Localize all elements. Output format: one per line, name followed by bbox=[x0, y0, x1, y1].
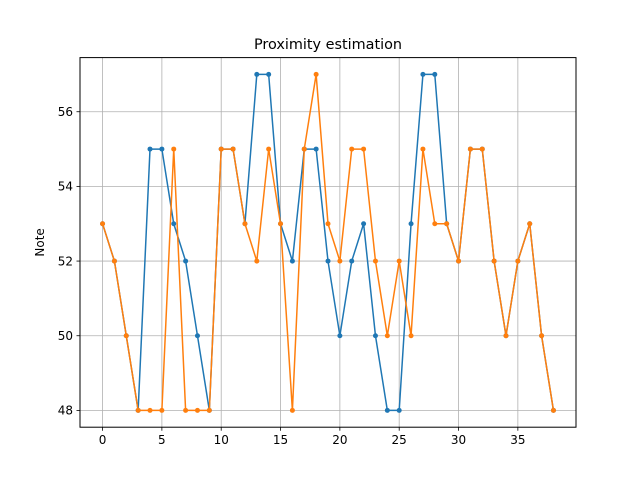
series-1-point bbox=[194, 333, 200, 339]
x-tick-label: 30 bbox=[451, 433, 466, 447]
y-tick-label: 50 bbox=[58, 329, 73, 343]
series-2-point bbox=[111, 258, 117, 264]
series-2-point bbox=[123, 333, 129, 339]
x-tick-label: 5 bbox=[158, 433, 166, 447]
x-tick-label: 15 bbox=[273, 433, 288, 447]
series-1-point bbox=[337, 333, 343, 339]
series-2-point bbox=[420, 146, 426, 152]
series-2-point bbox=[503, 333, 509, 339]
series-2-point bbox=[194, 407, 200, 413]
series-2-point bbox=[479, 146, 485, 152]
series-1-point bbox=[361, 221, 367, 227]
series-2-point bbox=[396, 258, 402, 264]
series-2-point bbox=[147, 407, 153, 413]
series-2-point bbox=[372, 258, 378, 264]
series-1-point bbox=[171, 221, 177, 227]
series-1-point bbox=[420, 71, 426, 77]
series-2-point bbox=[242, 221, 248, 227]
series-2-point bbox=[515, 258, 521, 264]
series-1-point bbox=[432, 71, 438, 77]
series-2-point bbox=[206, 407, 212, 413]
series-2-point bbox=[527, 221, 533, 227]
plot-frame bbox=[79, 57, 577, 428]
y-tick-label: 54 bbox=[58, 180, 73, 194]
series-1-point bbox=[408, 221, 414, 227]
series-layer bbox=[100, 71, 556, 413]
series-1-point bbox=[289, 258, 295, 264]
series-2-point bbox=[325, 221, 331, 227]
series-2-point bbox=[361, 146, 367, 152]
x-tick-label: 35 bbox=[510, 433, 525, 447]
x-tick-label: 25 bbox=[392, 433, 407, 447]
series-1-point bbox=[372, 333, 378, 339]
series-2-point bbox=[100, 221, 106, 227]
series-2-point bbox=[159, 407, 165, 413]
series-2-point bbox=[218, 146, 224, 152]
series-2-point bbox=[301, 146, 307, 152]
series-1-point bbox=[384, 407, 390, 413]
series-2-point bbox=[467, 146, 473, 152]
series-1-point bbox=[266, 71, 272, 77]
x-tick-label: 0 bbox=[99, 433, 107, 447]
grid-layer bbox=[80, 57, 576, 428]
series-1-point bbox=[313, 146, 319, 152]
series-1-point bbox=[147, 146, 153, 152]
x-tick-label: 10 bbox=[214, 433, 229, 447]
series-2-point bbox=[550, 407, 556, 413]
series-1-point bbox=[396, 407, 402, 413]
series-1-point bbox=[325, 258, 331, 264]
series-2-point bbox=[444, 221, 450, 227]
y-tick-label: 56 bbox=[58, 105, 73, 119]
series-2-point bbox=[539, 333, 545, 339]
series-2-point bbox=[349, 146, 355, 152]
series-2-point bbox=[432, 221, 438, 227]
series-2-point bbox=[230, 146, 236, 152]
y-tick-label: 52 bbox=[58, 254, 73, 268]
series-2-point bbox=[171, 146, 177, 152]
series-2-point bbox=[266, 146, 272, 152]
series-2-point bbox=[408, 333, 414, 339]
series-2-point bbox=[337, 258, 343, 264]
y-axis-label: Note bbox=[33, 228, 47, 256]
series-1-point bbox=[159, 146, 165, 152]
series-2-point bbox=[491, 258, 497, 264]
series-2-point bbox=[278, 221, 284, 227]
series-2-point bbox=[135, 407, 141, 413]
series-2-point bbox=[289, 407, 295, 413]
series-1-point bbox=[349, 258, 355, 264]
series-2-point bbox=[183, 407, 189, 413]
series-2-point bbox=[456, 258, 462, 264]
x-tick-label: 20 bbox=[332, 433, 347, 447]
series-2-point bbox=[254, 258, 260, 264]
y-tick-label: 48 bbox=[58, 404, 73, 418]
series-2-point bbox=[313, 71, 319, 77]
chart-title: Proximity estimation bbox=[254, 37, 402, 53]
series-2-point bbox=[384, 333, 390, 339]
series-1-point bbox=[254, 71, 260, 77]
tick-layer: 0 5 10 15 20 25 30 35 48 50 52 54 56 bbox=[58, 105, 526, 447]
series-1-point bbox=[183, 258, 189, 264]
